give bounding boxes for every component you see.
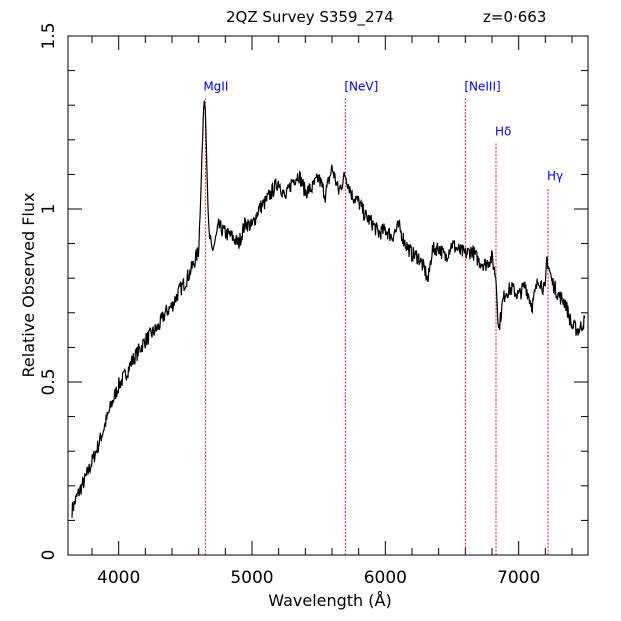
x-tick-label: 6000: [364, 568, 407, 588]
x-tick-label: 7000: [497, 568, 540, 588]
emission-line-label: Hδ: [495, 124, 511, 138]
y-tick-label: 0.5: [39, 368, 59, 395]
emission-line-label: [NeV]: [344, 79, 378, 93]
axis-ticks: 4000 5000 6000 7000 0 0.5 1 1.5: [39, 22, 588, 588]
emission-line-label: MgII: [203, 79, 228, 93]
x-axis-label: Wavelength (Å): [268, 591, 391, 610]
emission-line-markers: MgII [NeV] [NeIII] Hδ Hγ: [203, 79, 563, 555]
plot-frame: [67, 35, 589, 556]
y-axis-label: Relative Observed Flux: [19, 193, 38, 378]
y-tick-label: 1: [39, 204, 59, 215]
spectrum-series-line: [71, 100, 586, 518]
emission-line-label: [NeIII]: [464, 79, 500, 93]
y-tick-label: 0: [39, 550, 59, 561]
chart-title-left: 2QZ Survey S359_274: [226, 8, 394, 27]
x-tick-label: 5000: [230, 568, 273, 588]
chart-title-right: z=0·663: [483, 8, 546, 26]
emission-line-label: Hγ: [547, 169, 563, 183]
x-tick-label: 4000: [97, 568, 140, 588]
y-tick-label: 1.5: [39, 22, 59, 49]
